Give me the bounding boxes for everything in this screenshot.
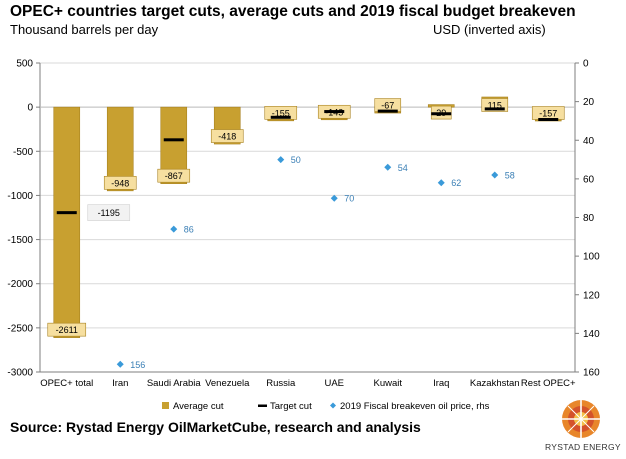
target-cut-dash [431, 112, 452, 116]
legend-label-target-cut: Target cut [270, 401, 312, 412]
category-label: Russia [266, 378, 296, 389]
category-label: Kazakhstan [470, 378, 520, 389]
right-tick-label: 120 [583, 290, 600, 301]
rystad-logo-icon [562, 400, 600, 438]
bar-data-label: -867 [165, 171, 183, 181]
legend-label-average-cut: Average cut [173, 401, 224, 412]
target-cut-dash [270, 115, 291, 119]
bar-data-label: 115 [488, 100, 502, 110]
chart-title: OPEC+ countries target cuts, average cut… [10, 3, 576, 20]
left-tick-label: -3000 [7, 368, 33, 379]
right-tick-label: 0 [583, 59, 589, 70]
right-tick-label: 80 [583, 213, 595, 224]
right-tick-label: 40 [583, 136, 595, 147]
bar-label-box [103, 176, 137, 190]
right-tick-label: 160 [583, 368, 600, 379]
target-cut-dash [484, 107, 505, 111]
left-axis-unit-label: Thousand barrels per day [10, 22, 159, 37]
category-label: Iraq [433, 378, 449, 389]
breakeven-marker [437, 179, 445, 187]
bar-average-cut [53, 106, 81, 338]
right-tick-label: 20 [583, 97, 595, 108]
left-tick-label: -1500 [7, 235, 33, 246]
bar-data-label: -418 [218, 132, 236, 142]
breakeven-marker [330, 194, 338, 202]
left-tick-label: 500 [16, 59, 33, 70]
legend-swatch-target-cut [258, 404, 267, 407]
breakeven-data-label: 58 [505, 171, 515, 181]
source-note: Source: Rystad Energy OilMarketCube, res… [10, 419, 421, 435]
bar-label-box [210, 129, 244, 143]
breakeven-data-label: 54 [398, 163, 408, 173]
breakeven-data-label: 70 [344, 194, 354, 204]
legend-label-breakeven: 2019 Fiscal breakeven oil price, rhs [340, 401, 490, 412]
left-tick-label: -500 [13, 147, 33, 158]
bar-label-box [157, 168, 191, 183]
breakeven-data-label: 156 [130, 360, 145, 370]
target-cut-dash [324, 110, 345, 114]
right-tick-label: 100 [583, 252, 600, 263]
category-label: Rest OPEC+ [521, 378, 576, 389]
target-cut-dash [56, 211, 77, 215]
breakeven-data-label: 62 [451, 178, 461, 188]
target-cut-dash [538, 118, 559, 122]
category-label: OPEC+ total [40, 378, 93, 389]
chart-area: 500 0 -500 -1000 -1500 -2000 -2500 -3000 0 20 40 60… [7, 59, 600, 413]
breakeven-data-label: 50 [291, 155, 301, 165]
left-tick-label: -2500 [7, 323, 33, 334]
target-cut-dash [377, 109, 398, 113]
target-label-box [87, 204, 131, 221]
breakeven-marker [170, 225, 178, 233]
category-label: Kuwait [373, 378, 402, 389]
legend-swatch-average-cut [162, 402, 169, 409]
category-label: UAE [324, 378, 344, 389]
category-label: Venezuela [205, 378, 250, 389]
breakeven-marker [491, 171, 499, 179]
target-data-label: -1195 [98, 208, 120, 218]
bar-data-label: -155 [272, 108, 290, 118]
breakeven-marker [116, 360, 124, 368]
bar-label-box [47, 322, 87, 337]
category-label: Iran [112, 378, 128, 389]
category-label: Saudi Arabia [147, 378, 202, 389]
right-axis-unit-label: USD (inverted axis) [433, 22, 546, 37]
legend-swatch-breakeven [330, 402, 336, 409]
left-tick-label: 0 [27, 103, 33, 114]
bar-data-label: -948 [111, 178, 129, 188]
breakeven-data-label: 86 [184, 225, 194, 235]
left-tick-label: -2000 [7, 279, 33, 290]
bar-data-label: -67 [381, 101, 394, 111]
bar-data-label: -2611 [56, 325, 78, 335]
target-cut-dash [163, 138, 184, 142]
breakeven-marker [277, 156, 285, 164]
bar-data-label: -157 [539, 109, 557, 119]
breakeven-marker [384, 163, 392, 171]
right-tick-label: 60 [583, 174, 595, 185]
right-tick-label: 140 [583, 329, 600, 340]
logo-text: RYSTAD ENERGY [545, 442, 621, 452]
left-tick-label: -1000 [7, 191, 33, 202]
